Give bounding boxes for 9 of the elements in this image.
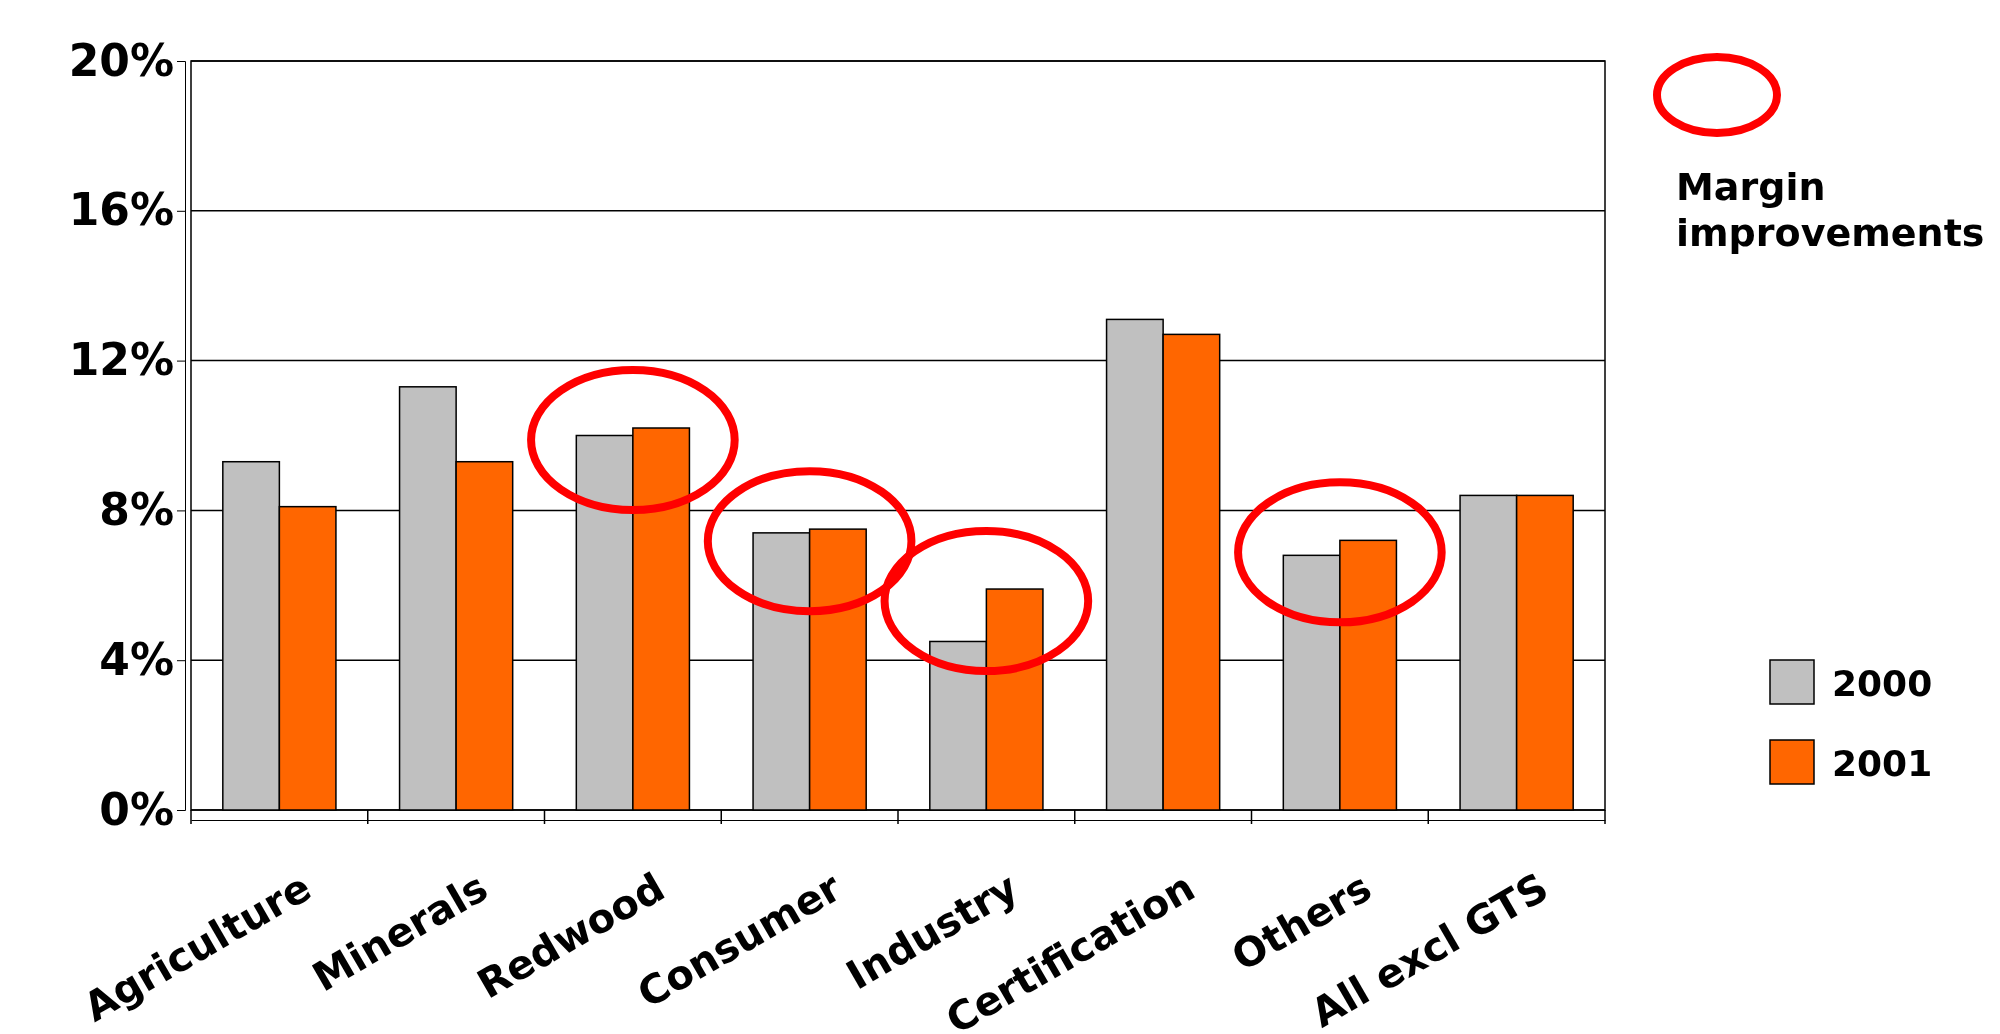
y-tick-label: 20% xyxy=(68,34,174,86)
y-tick-label: 4% xyxy=(99,633,174,685)
y-tick-label: 12% xyxy=(68,334,174,386)
y-tick-label: 16% xyxy=(68,184,174,236)
y-tick-label: 0% xyxy=(99,783,174,835)
y-tick-label: 8% xyxy=(99,483,174,535)
legend-label: 2000 xyxy=(1832,663,1933,704)
legend-label: 2001 xyxy=(1832,743,1933,784)
text: Margin improvements xyxy=(1676,165,1985,255)
